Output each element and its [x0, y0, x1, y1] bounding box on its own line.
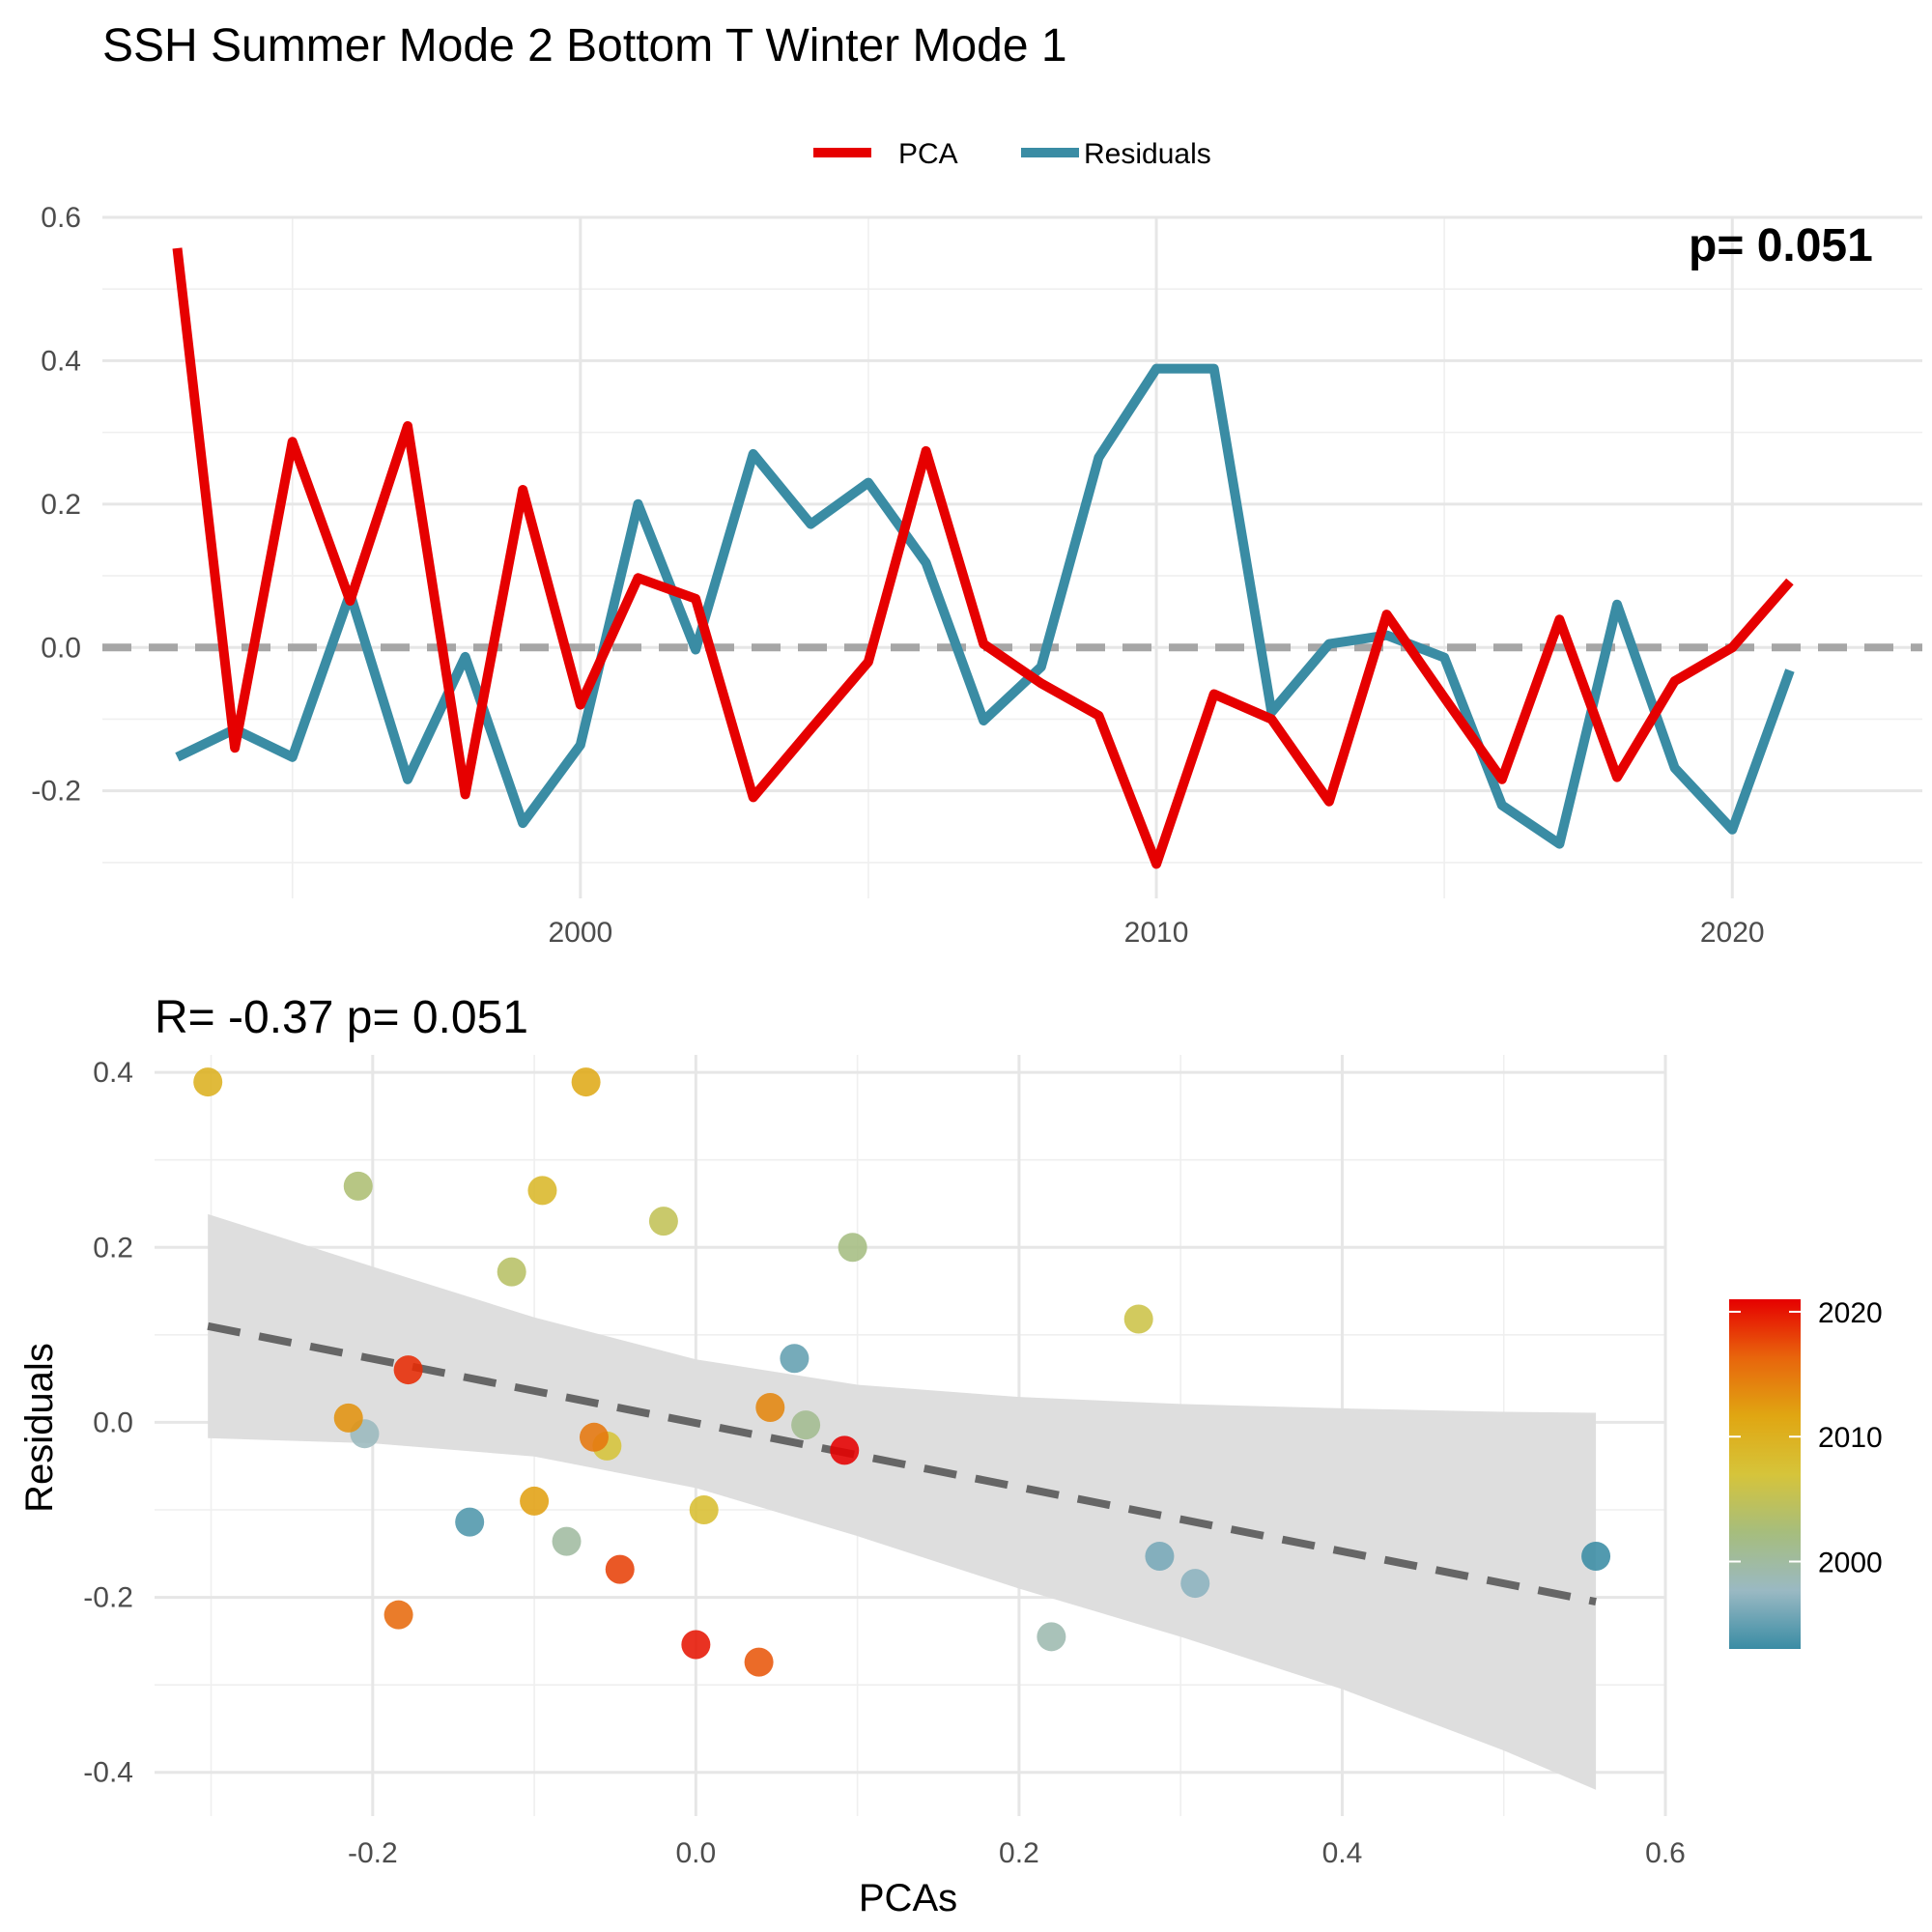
scatter-point	[744, 1647, 774, 1677]
scatter-point	[838, 1233, 867, 1263]
y-tick-label: 0.6	[41, 202, 81, 234]
scatter-point	[497, 1257, 526, 1287]
scatter-point	[333, 1403, 363, 1433]
series-line-residuals	[175, 363, 1795, 849]
scatter-point	[343, 1171, 373, 1201]
legend-label-residuals: Residuals	[1084, 138, 1211, 170]
y-tick-label: 0.4	[41, 345, 81, 377]
y-tick-label: 0.4	[93, 1057, 133, 1089]
y-tick-label: 0.2	[93, 1232, 133, 1264]
scatter-point	[780, 1344, 810, 1374]
scatter-point	[1581, 1541, 1611, 1571]
scatter-point	[681, 1630, 711, 1660]
scatter-point	[393, 1355, 423, 1385]
scatter-point	[1037, 1622, 1066, 1652]
scatter-panel: 0.40.20.0-0.2-0.4 -0.2 0.0 0.2 0.4 0.6 PCAs …	[18, 1055, 1686, 1919]
color-bar: 2020 2010 2000	[1729, 1297, 1883, 1649]
scatter-x-ticks: -0.2 0.0 0.2 0.4 0.6	[348, 1837, 1686, 1869]
scatter-point	[552, 1526, 582, 1556]
y-tick-label: -0.2	[31, 776, 81, 808]
scatter-point	[830, 1435, 860, 1465]
confidence-band	[208, 1213, 1597, 1790]
scatter-subtitle: R= -0.37 p= 0.051	[155, 992, 528, 1043]
scatter-point	[571, 1067, 601, 1097]
x-tick-label: 0.4	[1322, 1837, 1363, 1869]
legend: PCA Residuals	[813, 138, 1211, 170]
x-tick-label: 2000	[548, 917, 612, 949]
x-tick-label: 2020	[1700, 917, 1765, 949]
time-series-panel: 0.6 0.4 0.2 0.0 -0.2 2000 2010 2020 p= 0.051	[31, 202, 1922, 949]
color-bar-ticks: 2020 2010 2000	[1729, 1297, 1883, 1579]
x-tick-label: 0.0	[676, 1837, 717, 1869]
scatter-point	[527, 1176, 557, 1206]
scatter-point	[1123, 1304, 1153, 1334]
color-bar-label: 2010	[1818, 1422, 1883, 1454]
x-axis-title: PCAs	[859, 1877, 957, 1919]
scatter-point	[1180, 1569, 1210, 1599]
color-bar-gradient	[1729, 1299, 1801, 1649]
scatter-point	[384, 1600, 413, 1630]
y-tick-label: -0.2	[83, 1582, 133, 1614]
series-line-pca	[172, 247, 1794, 869]
scatter-point	[193, 1067, 223, 1097]
scatter-point	[520, 1486, 550, 1516]
corner-annotation-text: p= 0.051	[1689, 220, 1873, 271]
x-tick-label: -0.2	[348, 1837, 398, 1869]
y-tick-label: 0.2	[41, 489, 81, 521]
time-series-y-ticks: 0.6 0.4 0.2 0.0 -0.2	[31, 202, 81, 808]
x-tick-label: 2010	[1124, 917, 1189, 949]
corner-annotation: p= 0.051	[1689, 220, 1873, 271]
y-tick-label: 0.0	[41, 632, 81, 664]
regression-line	[207, 1321, 1597, 1606]
scatter-point	[1145, 1541, 1175, 1571]
time-series-points	[177, 247, 1790, 865]
time-series-grid	[102, 215, 1922, 898]
scatter-point	[605, 1554, 635, 1584]
color-bar-label: 2020	[1818, 1297, 1883, 1329]
y-axis-title: Residuals	[18, 1343, 61, 1513]
color-bar-label: 2000	[1818, 1548, 1883, 1579]
y-tick-label: 0.0	[93, 1406, 133, 1438]
scatter-y-ticks: 0.4 0.2 0.0 -0.2 -0.4	[83, 1057, 133, 1789]
scatter-point	[755, 1393, 785, 1423]
time-series-x-ticks: 2000 2010 2020	[548, 917, 1764, 949]
scatter-point	[689, 1494, 719, 1524]
scatter-point	[579, 1422, 609, 1452]
x-tick-label: 0.6	[1645, 1837, 1686, 1869]
scatter-point	[648, 1207, 678, 1236]
scatter-points	[193, 1067, 1611, 1677]
scatter-point	[455, 1507, 485, 1537]
legend-label-pca: PCA	[898, 138, 958, 170]
scatter-point	[791, 1410, 821, 1440]
y-tick-label: -0.4	[83, 1757, 133, 1789]
figure-title: SSH Summer Mode 2 Bottom T Winter Mode 1	[102, 20, 1067, 71]
x-tick-label: 0.2	[999, 1837, 1039, 1869]
